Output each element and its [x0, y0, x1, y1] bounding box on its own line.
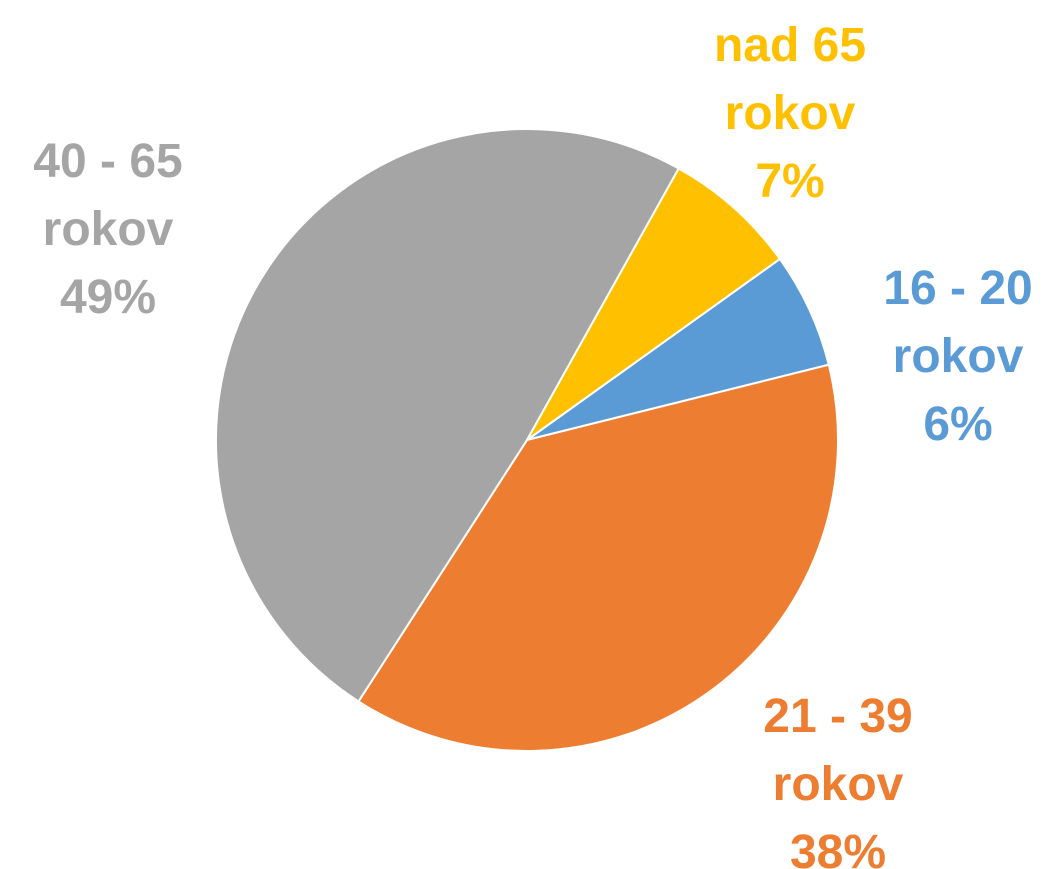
- slice-label: 21 - 39 rokov 38%: [738, 683, 938, 869]
- value-label: 49%: [59, 271, 157, 324]
- pie-slice: [526, 167, 782, 441]
- category-label: nad 65 rokov: [713, 19, 867, 140]
- category-label: 16 - 20 rokov: [883, 262, 1033, 383]
- slice-label: 16 - 20 rokov 6%: [858, 255, 1058, 459]
- pie-slice: [357, 363, 839, 752]
- category-label: 21 - 39 rokov: [763, 690, 913, 811]
- value-label: 38%: [789, 826, 887, 869]
- category-label: 40 - 65 rokov: [33, 135, 183, 256]
- value-label: 6%: [923, 398, 993, 451]
- value-label: 7%: [755, 155, 825, 208]
- slice-label: nad 65 rokov 7%: [690, 12, 890, 216]
- slice-label: 40 - 65 rokov 49%: [8, 128, 208, 332]
- pie-slice: [215, 128, 681, 703]
